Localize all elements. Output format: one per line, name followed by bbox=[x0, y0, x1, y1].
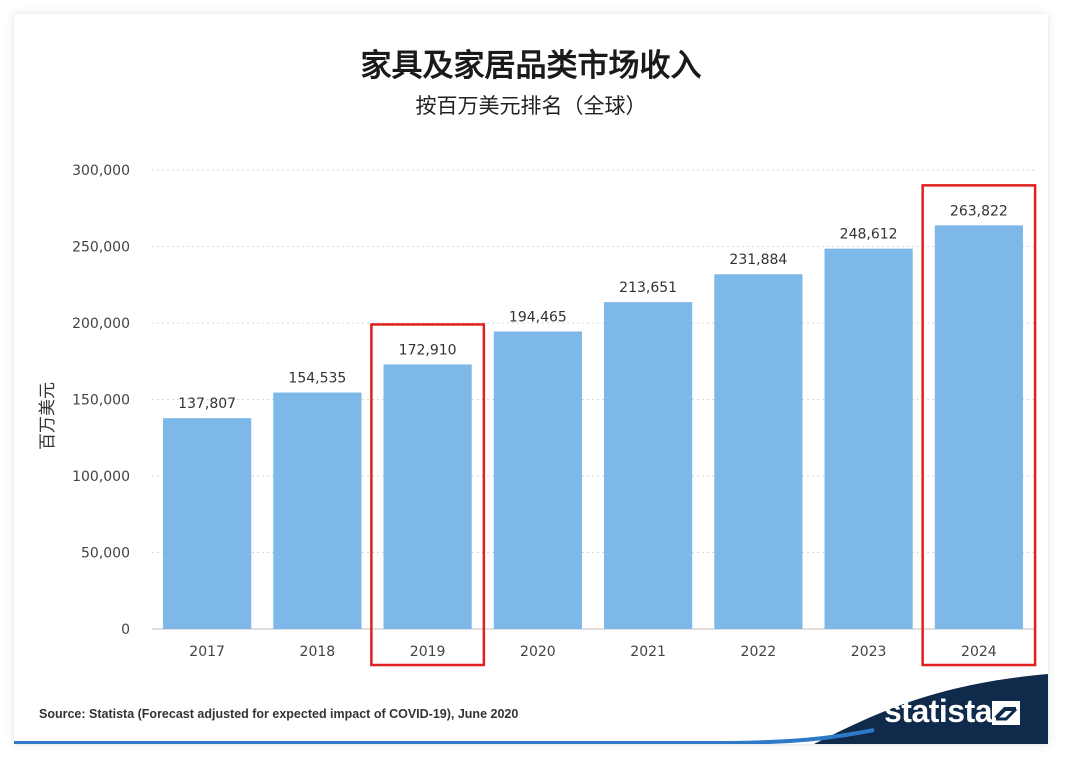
data-label: 137,807 bbox=[178, 396, 236, 412]
chart-card: 家具及家居品类市场收入 按百万美元排名（全球） 百万美元 0 50,000 100,… bbox=[14, 14, 1048, 744]
highlight-box bbox=[370, 323, 486, 667]
x-tick-label: 2017 bbox=[189, 644, 225, 660]
x-tick-label: 2020 bbox=[520, 644, 556, 660]
y-tick-label: 100,000 bbox=[72, 469, 130, 485]
bar bbox=[383, 364, 472, 629]
x-tick-label: 2022 bbox=[741, 644, 777, 660]
y-tick-label: 200,000 bbox=[72, 316, 130, 332]
bar bbox=[934, 225, 1023, 629]
statista-logo-icon bbox=[992, 701, 1020, 725]
data-label: 172,910 bbox=[399, 342, 457, 358]
bar bbox=[604, 302, 693, 629]
bar bbox=[824, 248, 913, 629]
y-tick-label: 300,000 bbox=[72, 163, 130, 179]
x-tick-label: 2018 bbox=[300, 644, 336, 660]
bar bbox=[493, 331, 582, 629]
y-tick-label: 250,000 bbox=[72, 240, 130, 256]
y-tick-label: 150,000 bbox=[72, 393, 130, 409]
bar-chart: 0 50,000 100,000 150,000 200,000 250,000 300,0… bbox=[72, 163, 1037, 667]
brand-banner bbox=[14, 674, 1048, 744]
x-tick-label: 2023 bbox=[851, 644, 887, 660]
chart-subtitle: 按百万美元排名（全球） bbox=[415, 94, 647, 118]
x-tick-label: 2021 bbox=[630, 644, 666, 660]
bar bbox=[273, 392, 362, 629]
source-note: Source: Statista (Forecast adjusted for … bbox=[39, 707, 519, 721]
data-label: 248,612 bbox=[840, 227, 898, 243]
bar bbox=[163, 418, 252, 629]
x-tick-label: 2024 bbox=[961, 644, 997, 660]
x-tick-label: 2019 bbox=[410, 644, 446, 660]
bar bbox=[714, 274, 803, 629]
y-tick-label: 0 bbox=[121, 622, 130, 638]
data-label: 154,535 bbox=[288, 371, 346, 387]
y-tick-label: 50,000 bbox=[81, 546, 130, 562]
data-label: 231,884 bbox=[729, 252, 787, 268]
data-label: 213,651 bbox=[619, 280, 677, 296]
data-label: 263,822 bbox=[950, 203, 1008, 219]
statista-logo[interactable]: statista bbox=[884, 693, 993, 729]
highlight-box bbox=[921, 184, 1037, 667]
data-label: 194,465 bbox=[509, 309, 567, 325]
chart-title: 家具及家居品类市场收入 bbox=[360, 48, 702, 84]
